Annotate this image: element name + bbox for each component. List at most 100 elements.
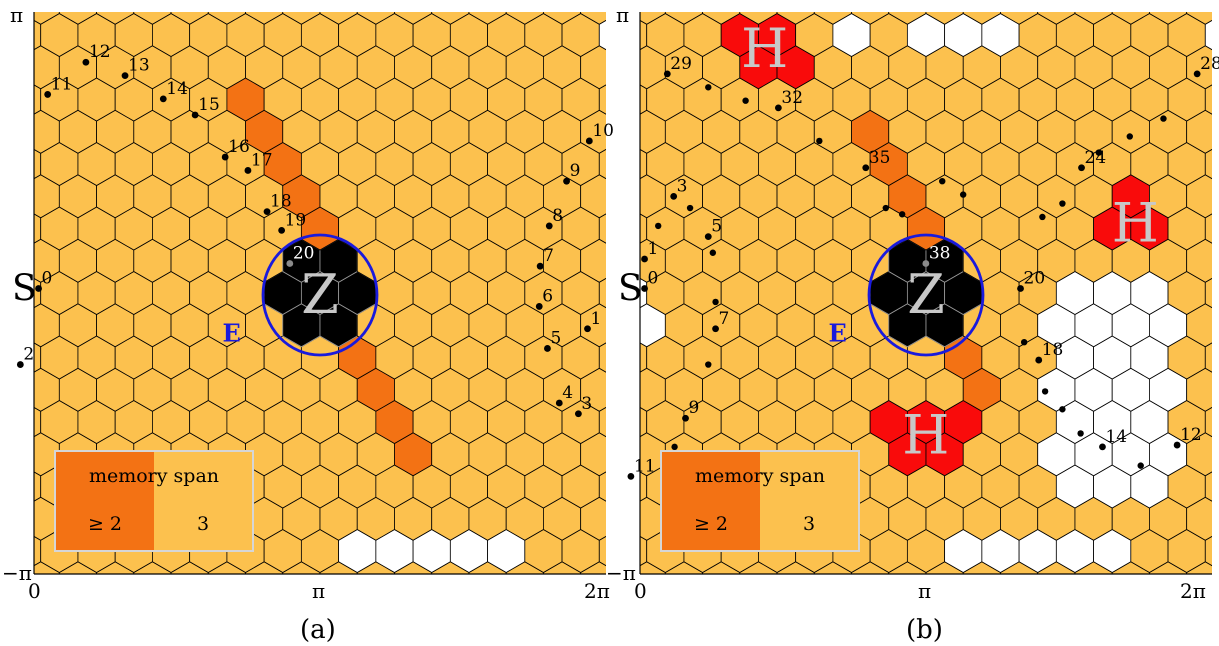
trajectory-point-label: 5 <box>550 328 561 348</box>
caption-b: (b) <box>906 615 943 645</box>
trajectory-point-label: 16 <box>228 137 250 157</box>
trajectory-point-label: 12 <box>89 42 111 62</box>
hex-cell <box>925 12 964 25</box>
trajectory-point-label: 19 <box>285 210 307 230</box>
hex-cell <box>245 12 284 25</box>
x-tick-0-b: 0 <box>634 579 647 603</box>
hex-cell <box>319 12 358 25</box>
hex-cell <box>207 12 246 25</box>
hex-cell <box>356 12 395 25</box>
trajectory-point <box>704 233 712 241</box>
trajectory-point-label: 12 <box>1180 425 1202 445</box>
hex-cell <box>702 12 741 25</box>
legend: memory span ≥ 2 3 <box>54 450 254 552</box>
trajectory-dot <box>671 443 678 451</box>
trajectory-dot <box>1137 462 1144 469</box>
hex-cell <box>133 12 172 25</box>
hex-cell <box>394 12 433 25</box>
hex-cell <box>1149 12 1188 25</box>
hex-cell <box>170 12 209 25</box>
hex-cell <box>0 368 22 411</box>
trajectory-point <box>221 153 229 161</box>
trajectory-point <box>545 222 553 230</box>
trajectory-point <box>1035 356 1043 364</box>
trajectory-point-label: 8 <box>552 206 563 226</box>
trajectory-point <box>563 177 570 185</box>
hex-cell <box>1037 12 1076 25</box>
trajectory-point-label: 0 <box>42 269 53 289</box>
hex-cell <box>888 12 927 25</box>
hex-cell <box>58 12 97 25</box>
hex-cell <box>1186 12 1212 25</box>
y-tick-top-b: π <box>616 3 629 27</box>
trajectory-point <box>121 72 129 80</box>
legend-swatch-default <box>154 452 252 550</box>
center-label: Z <box>907 263 945 326</box>
hex-cell <box>962 12 1001 25</box>
hex-cell <box>813 12 852 25</box>
y-tick-top-a: π <box>10 3 23 27</box>
hole-label: H <box>741 17 788 80</box>
overlay-b: ZHHHSE0135791112141820242829323538memory… <box>618 17 1219 552</box>
legend-left-value: ≥ 2 <box>88 513 122 535</box>
trajectory-point <box>1017 285 1024 292</box>
legend-title: memory span <box>695 465 825 487</box>
trajectory-point <box>159 95 167 103</box>
trajectory-point <box>682 414 689 422</box>
trajectory-point <box>670 192 678 200</box>
legend-swatch-default <box>760 452 858 550</box>
trajectory-point-label: 18 <box>1042 340 1064 360</box>
ellipse-label: E <box>222 318 240 347</box>
legend-swatch-dark <box>56 452 154 550</box>
x-tick-2pi-a: 2π <box>584 579 610 603</box>
hole-label: H <box>1112 191 1159 254</box>
trajectory-point <box>627 472 635 480</box>
trajectory-point-label: 35 <box>869 148 891 168</box>
hex-cell <box>1111 12 1150 25</box>
legend-title: memory span <box>89 465 219 487</box>
trajectory-point <box>663 70 671 78</box>
x-tick-2pi-b: 2π <box>1180 579 1206 603</box>
hex-cell <box>282 12 321 25</box>
trajectory-point <box>263 208 271 216</box>
trajectory-point <box>584 325 591 333</box>
trajectory-point <box>536 262 544 270</box>
trajectory-point-label: 38 <box>929 243 951 263</box>
trajectory-point-label: 3 <box>581 394 592 414</box>
hex-cell <box>640 12 666 25</box>
legend: memory span ≥ 2 3 <box>660 450 860 552</box>
trajectory-point <box>35 285 42 292</box>
trajectory-dot <box>709 249 717 256</box>
hex-cell <box>776 12 815 25</box>
trajectory-point-label: 6 <box>542 286 553 306</box>
trajectory-point-label: 20 <box>293 243 315 263</box>
hex-cell <box>1074 12 1113 25</box>
center-label: Z <box>301 263 339 326</box>
legend-swatch-dark <box>662 452 760 550</box>
boundary-ellipse <box>867 233 985 357</box>
hex-cell <box>580 12 606 25</box>
trajectory-point-label: 7 <box>543 246 554 266</box>
ellipse-label: E <box>828 318 846 347</box>
panel-a: ZSE01234567891011121314151617181920memor… <box>0 3 614 645</box>
trajectory-point-label: 9 <box>570 161 581 181</box>
trajectory-point-label: 3 <box>677 176 688 196</box>
trajectory-point-label: 4 <box>562 383 573 403</box>
trajectory-point-label: 17 <box>251 150 273 170</box>
hex-cell <box>468 12 507 25</box>
hex-cell <box>851 12 890 25</box>
trajectory-point <box>922 260 930 267</box>
trajectory-point-label: 28 <box>1200 54 1219 74</box>
trajectory-point <box>574 410 582 418</box>
trajectory-dot <box>686 204 694 212</box>
trajectory-dot <box>1077 430 1084 437</box>
hex-cell <box>96 12 135 25</box>
hex-cell <box>431 12 470 25</box>
trajectory-point <box>712 325 719 333</box>
trajectory-point-label: 32 <box>781 88 803 108</box>
hex-cell <box>0 110 22 153</box>
hole-label: H <box>902 403 949 466</box>
x-tick-pi-a: π <box>312 579 325 603</box>
trajectory-point-label: 0 <box>648 269 659 289</box>
hex-cell <box>1000 12 1039 25</box>
